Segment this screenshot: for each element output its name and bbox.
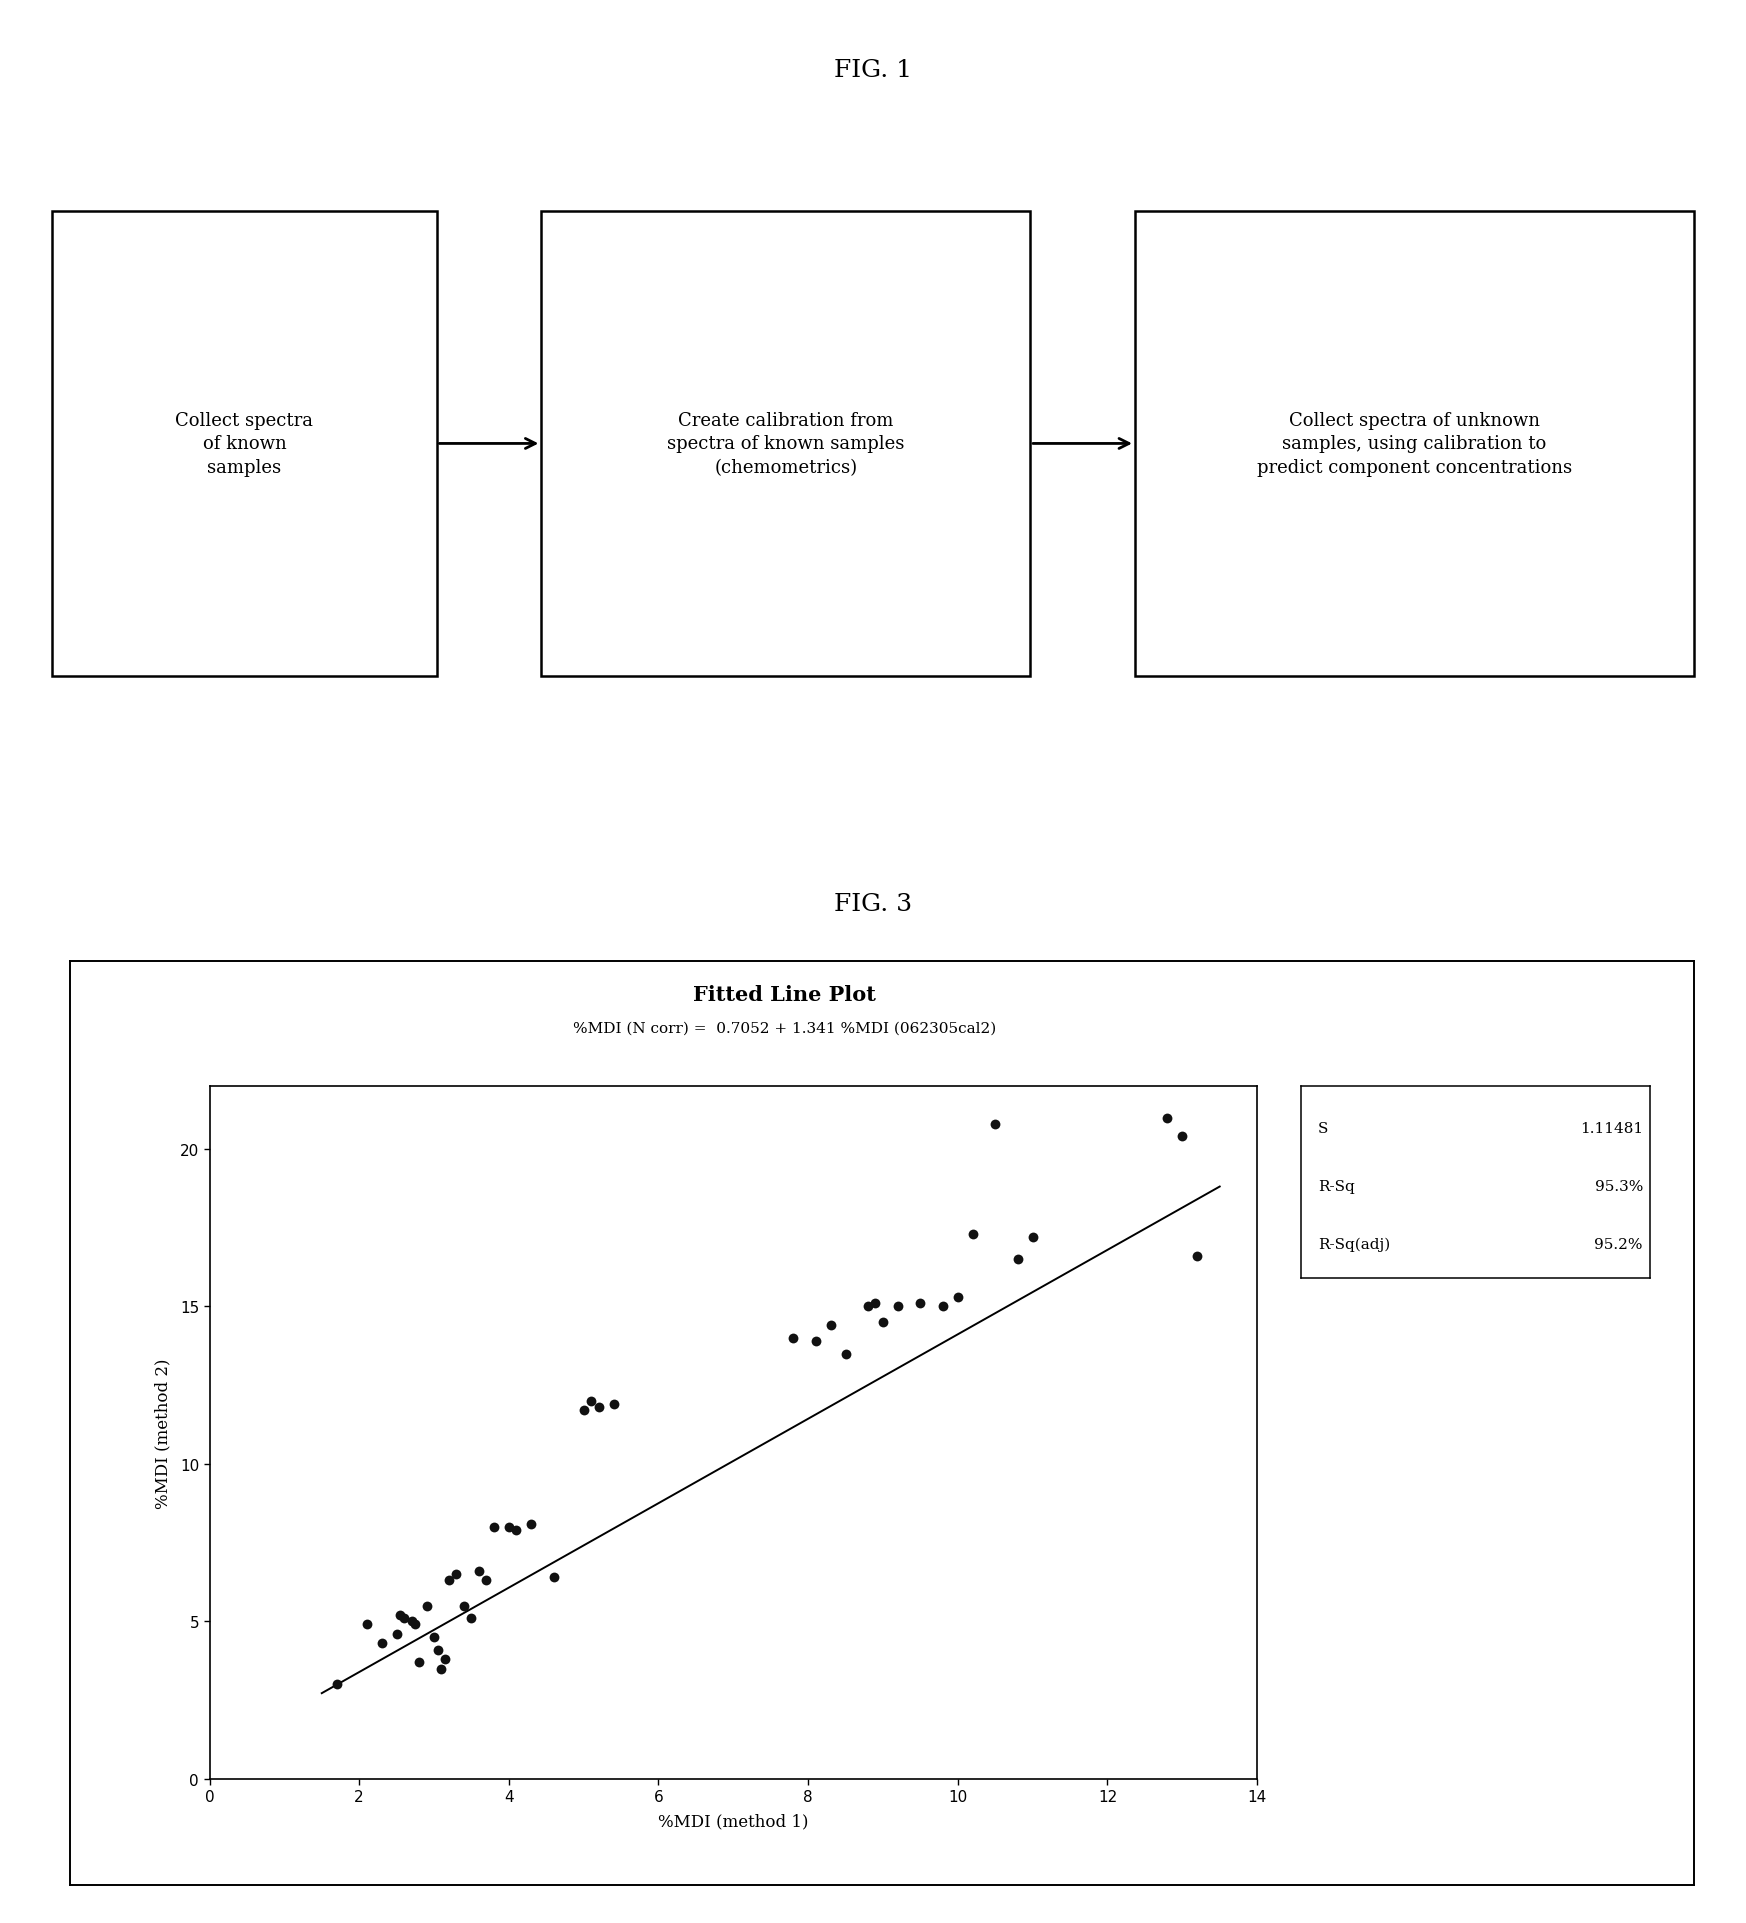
Bar <box>1135 212 1694 677</box>
Point <box>831 1338 859 1369</box>
Bar <box>541 212 1030 677</box>
Text: 95.3%: 95.3% <box>1594 1179 1643 1194</box>
Point <box>353 1610 381 1640</box>
Y-axis label: %MDI (method 2): %MDI (method 2) <box>154 1358 171 1508</box>
Point <box>945 1283 973 1313</box>
Point <box>883 1292 911 1323</box>
Point <box>412 1590 440 1621</box>
Text: R-Sq(adj): R-Sq(adj) <box>1318 1236 1390 1252</box>
X-axis label: %MDI (method 1): %MDI (method 1) <box>658 1813 808 1829</box>
Point <box>906 1288 934 1319</box>
Point <box>368 1629 396 1660</box>
Point <box>421 1621 449 1652</box>
Text: S: S <box>1318 1121 1329 1136</box>
Point <box>405 1646 433 1677</box>
Point <box>402 1610 430 1640</box>
Text: Collect spectra
of known
samples: Collect spectra of known samples <box>175 412 314 477</box>
Point <box>870 1308 897 1338</box>
Point <box>382 1619 410 1650</box>
Text: FIG. 1: FIG. 1 <box>835 60 911 83</box>
Point <box>1018 1223 1046 1254</box>
Point <box>424 1635 452 1665</box>
Point <box>1004 1244 1032 1275</box>
Point <box>480 1511 508 1542</box>
Point <box>389 1604 417 1635</box>
Point <box>578 1386 606 1417</box>
Point <box>1154 1102 1182 1133</box>
Bar <box>52 212 436 677</box>
Text: R-Sq: R-Sq <box>1318 1179 1355 1194</box>
Point <box>398 1606 426 1636</box>
Point <box>473 1565 501 1596</box>
Point <box>599 1388 627 1419</box>
Point <box>540 1561 567 1592</box>
Text: 95.2%: 95.2% <box>1594 1236 1643 1252</box>
Text: FIG. 3: FIG. 3 <box>835 892 911 915</box>
Text: Collect spectra of unknown
samples, using calibration to
predict component conce: Collect spectra of unknown samples, usin… <box>1257 412 1571 477</box>
Point <box>854 1292 882 1323</box>
Text: %MDI (N corr) =  0.7052 + 1.341 %MDI (062305cal2): %MDI (N corr) = 0.7052 + 1.341 %MDI (062… <box>573 1021 995 1035</box>
Point <box>386 1600 414 1631</box>
Point <box>817 1310 845 1340</box>
Point <box>517 1508 545 1538</box>
Point <box>323 1669 351 1700</box>
Point <box>442 1560 470 1590</box>
Point <box>1168 1121 1196 1152</box>
Point <box>959 1219 986 1250</box>
Point <box>457 1604 485 1635</box>
Point <box>464 1556 492 1586</box>
Point <box>929 1292 957 1323</box>
Point <box>503 1515 531 1546</box>
Point <box>981 1110 1009 1140</box>
Text: Fitted Line Plot: Fitted Line Plot <box>693 985 876 1004</box>
Point <box>435 1565 463 1596</box>
Point <box>450 1590 478 1621</box>
Point <box>569 1396 597 1427</box>
Point <box>428 1654 456 1685</box>
Point <box>1184 1240 1212 1271</box>
Point <box>585 1392 613 1423</box>
Point <box>431 1644 459 1675</box>
Point <box>779 1323 807 1354</box>
Text: 1.11481: 1.11481 <box>1580 1121 1643 1136</box>
Text: Create calibration from
spectra of known samples
(chemometrics): Create calibration from spectra of known… <box>667 412 904 477</box>
Point <box>801 1327 829 1358</box>
Point <box>494 1511 522 1542</box>
Point <box>861 1288 889 1319</box>
